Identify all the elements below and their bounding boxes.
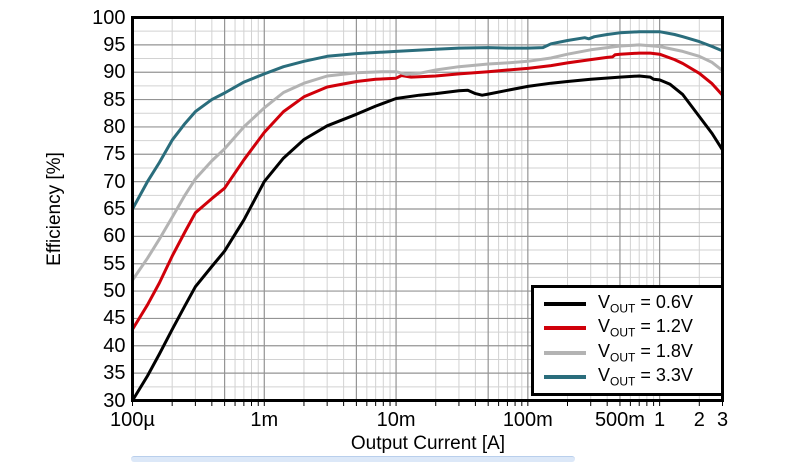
curve-vout-3.3v — [131, 30, 724, 211]
legend-entry-vout-3v3: VOUT = 3.3V — [544, 366, 717, 388]
x-tick-label: 3 — [716, 408, 729, 431]
legend-line-sample-teal — [544, 375, 586, 380]
bottom-highlight-bar — [131, 456, 575, 462]
y-axis-title: Efficiency [%] — [44, 152, 65, 266]
y-tick-label: 45 — [103, 307, 126, 330]
y-tick-label: 95 — [103, 33, 126, 56]
legend-label: VOUT = 3.3V — [598, 365, 693, 390]
legend-label: VOUT = 1.2V — [598, 316, 693, 341]
x-tick-label: 100m — [502, 408, 553, 431]
legend-line-sample-gray — [544, 350, 586, 355]
legend-entry-vout-1v8: VOUT = 1.8V — [544, 342, 717, 364]
y-tick-label: 90 — [103, 61, 126, 84]
y-tick-label: 65 — [103, 198, 126, 220]
x-axis-title: Output Current [A] — [350, 433, 506, 454]
plot-border — [131, 16, 724, 402]
y-tick-label: 85 — [103, 88, 126, 111]
legend-label: VOUT = 1.8V — [598, 340, 693, 365]
y-tick-label: 75 — [103, 143, 126, 166]
x-tick-label: 500m — [594, 408, 645, 431]
x-tick-label: 100µ — [110, 408, 155, 431]
y-tick-label: 35 — [103, 362, 126, 385]
curve-vout-1.2v — [131, 51, 724, 331]
y-tick-label: 100 — [92, 6, 126, 29]
x-tick-label: 2 — [693, 408, 705, 431]
y-tick-label: 80 — [103, 115, 126, 138]
curve-vout-0.6v — [131, 74, 724, 402]
y-tick-label: 40 — [103, 334, 126, 357]
legend-box: VOUT = 0.6V VOUT = 1.2V VOUT = 1.8V VOUT… — [531, 285, 724, 396]
y-tick-label: 60 — [103, 225, 126, 248]
legend-line-sample-black — [544, 301, 586, 306]
legend-label: VOUT = 0.6V — [598, 291, 693, 316]
y-tick-label: 55 — [103, 252, 126, 275]
legend-entry-vout-1v2: VOUT = 1.2V — [544, 317, 717, 339]
legend-line-sample-red — [544, 326, 586, 331]
y-tick-label: 30 — [103, 389, 126, 412]
y-tick-label: 50 — [103, 280, 126, 303]
x-tick-label: 1m — [250, 408, 279, 431]
legend-entry-vout-0v6: VOUT = 0.6V — [544, 293, 717, 315]
x-tick-label: 10m — [376, 408, 416, 431]
y-tick-label: 70 — [103, 170, 126, 193]
x-tick-label: 1 — [654, 408, 666, 431]
curve-vout-1.8v — [131, 43, 724, 282]
